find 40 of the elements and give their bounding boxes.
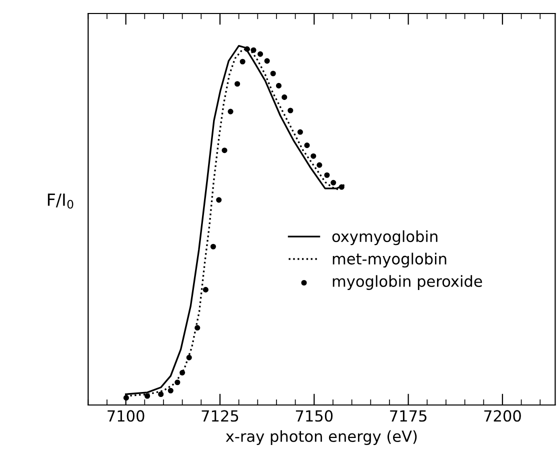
point xyxy=(222,148,228,154)
legend-label: myoglobin peroxide xyxy=(332,275,482,290)
point xyxy=(304,142,310,148)
legend-label: met-myoglobin xyxy=(332,252,446,268)
point xyxy=(330,180,336,186)
point xyxy=(174,380,180,386)
point xyxy=(123,395,129,401)
point xyxy=(250,47,256,53)
point xyxy=(180,370,186,376)
point xyxy=(210,244,216,250)
point xyxy=(258,51,264,57)
point xyxy=(240,58,246,64)
point xyxy=(228,108,234,114)
x-tick-label: 7175 xyxy=(390,410,426,422)
point xyxy=(288,108,294,114)
point xyxy=(324,172,330,178)
point xyxy=(234,81,240,87)
point xyxy=(338,184,344,190)
point xyxy=(168,388,174,394)
y-axis-title: F/I$_{0}$ xyxy=(48,194,74,209)
point xyxy=(202,286,208,292)
x-tick-label: 7150 xyxy=(296,410,333,422)
x-tick-label: 7125 xyxy=(202,410,238,422)
point xyxy=(158,391,164,398)
x-axis-title: x-ray photon energy (eV) xyxy=(226,430,417,445)
point xyxy=(282,94,288,100)
x-tick-label: 7200 xyxy=(484,410,521,422)
point xyxy=(194,325,200,331)
legend-label: oxymyoglobin xyxy=(332,230,438,246)
point xyxy=(144,393,150,399)
point xyxy=(216,197,222,203)
point xyxy=(297,129,303,135)
point xyxy=(316,162,322,168)
point xyxy=(186,354,192,360)
point xyxy=(244,46,250,52)
point xyxy=(276,82,282,88)
point xyxy=(264,58,270,64)
point xyxy=(270,70,276,76)
x-tick-label: 7100 xyxy=(108,410,144,422)
point xyxy=(310,153,316,159)
